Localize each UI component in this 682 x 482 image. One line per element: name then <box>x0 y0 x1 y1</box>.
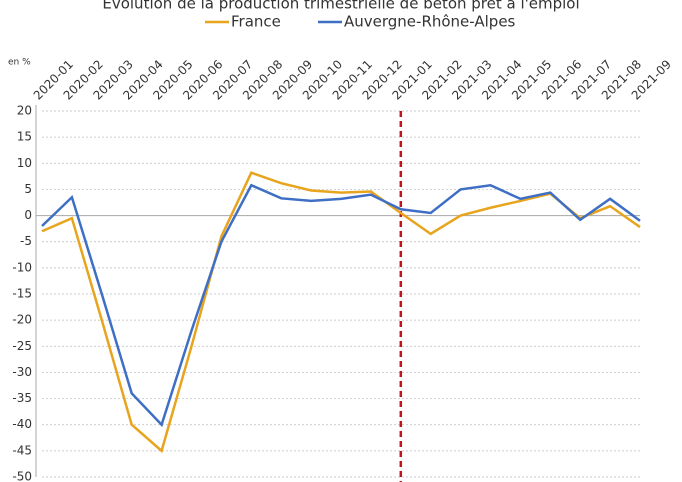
y-tick-label: -35 <box>12 391 32 405</box>
y-tick-label: 0 <box>24 208 32 222</box>
y-tick-label: -10 <box>12 260 32 274</box>
y-tick-label: 10 <box>17 156 32 170</box>
y-tick-label: 15 <box>17 130 32 144</box>
y-tick-label: 20 <box>17 104 32 118</box>
chart-title: Évolution de la production trimestrielle… <box>102 0 579 13</box>
y-tick-label: -30 <box>12 365 32 379</box>
y-tick-label: -40 <box>12 417 32 431</box>
y-tick-label: -50 <box>12 470 32 482</box>
y-tick-label: 5 <box>24 182 32 196</box>
y-tick-label: -5 <box>20 234 32 248</box>
y-axis-label: en % <box>8 58 31 68</box>
series-line <box>41 183 641 428</box>
y-tick-label: -45 <box>12 443 32 457</box>
y-tick-label: -15 <box>12 287 32 301</box>
legend-label: France <box>231 13 281 31</box>
legend-label: Auvergne-Rhône-Alpes <box>344 13 516 31</box>
y-tick-label: -25 <box>12 339 32 353</box>
series-line <box>41 171 641 454</box>
y-tick-label: -20 <box>12 313 32 327</box>
